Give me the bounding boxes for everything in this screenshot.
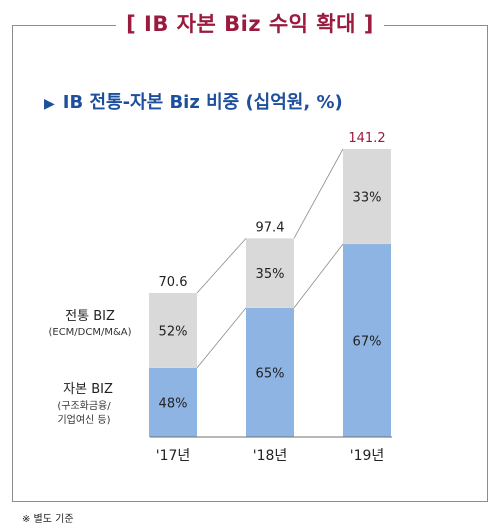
- bar-traditional-1: [149, 293, 197, 368]
- capital-pct-label-3: 67%: [353, 335, 382, 350]
- bar-traditional-2: [246, 238, 294, 308]
- capital-pct-label-1: 48%: [159, 396, 188, 411]
- chart-title: [ IB 자본 Biz 수익 확대 ]: [116, 8, 384, 38]
- bar-capital-3: [343, 244, 391, 437]
- bar-traditional-3: [343, 149, 391, 245]
- connector-top-2: [293, 148, 344, 239]
- bar-capital-2: [246, 307, 294, 437]
- legend-capital-sub1: (구조화금융/: [57, 400, 111, 412]
- triangle-marker-icon: ▶: [44, 96, 55, 112]
- total-label-3: 141.2: [348, 131, 385, 146]
- legend-traditional-main: 전통 BIZ: [65, 309, 115, 324]
- x-tick-label-3: '19년: [350, 448, 385, 464]
- legend-capital-sub2: 기업여신 등): [57, 413, 110, 426]
- traditional-pct-label-1: 52%: [159, 324, 188, 339]
- legend-capital-main: 자본 BIZ: [63, 382, 113, 397]
- bar-capital-1: [149, 367, 197, 437]
- traditional-pct-label-3: 33%: [353, 191, 382, 206]
- capital-pct-label-2: 65%: [256, 366, 285, 381]
- total-label-2: 97.4: [256, 220, 285, 235]
- chart-subtitle: ▶ IB 전통-자본 Biz 비중 (십억원, %): [44, 88, 343, 114]
- connector-split-1: [196, 307, 247, 369]
- connector-split-2: [293, 243, 344, 309]
- x-tick-label-1: '17년: [156, 448, 191, 464]
- legend-traditional-sub: (ECM/DCM/M&A): [48, 327, 131, 338]
- chart-subtitle-text: IB 전통-자본 Biz 비중 (십억원, %): [62, 92, 343, 113]
- traditional-pct-label-2: 35%: [256, 267, 285, 282]
- connector-top-1: [196, 238, 247, 294]
- total-label-1: 70.6: [159, 275, 188, 290]
- footnote: ※ 별도 기준: [22, 514, 74, 525]
- x-tick-label-2: '18년: [253, 448, 288, 464]
